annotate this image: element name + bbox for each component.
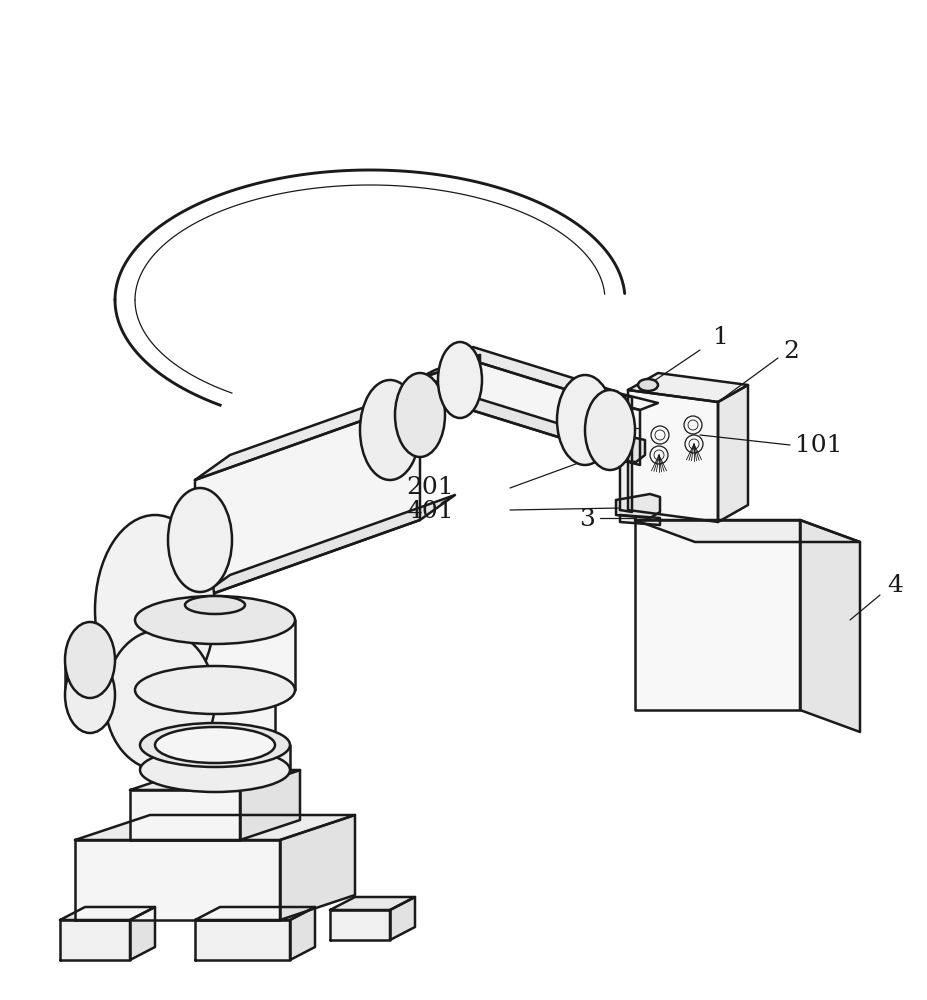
Polygon shape xyxy=(454,355,600,450)
Ellipse shape xyxy=(65,622,115,698)
Text: 401: 401 xyxy=(406,500,453,524)
Polygon shape xyxy=(799,520,859,732)
Ellipse shape xyxy=(556,375,613,465)
Polygon shape xyxy=(289,907,314,960)
Ellipse shape xyxy=(95,515,215,705)
Polygon shape xyxy=(460,355,479,400)
Polygon shape xyxy=(454,347,617,400)
Text: 2: 2 xyxy=(782,340,798,363)
Ellipse shape xyxy=(168,488,232,592)
Polygon shape xyxy=(195,495,454,600)
Polygon shape xyxy=(155,690,274,745)
Polygon shape xyxy=(614,438,644,462)
Polygon shape xyxy=(65,660,115,695)
Polygon shape xyxy=(389,897,414,940)
Polygon shape xyxy=(280,815,355,920)
Polygon shape xyxy=(130,907,155,960)
Polygon shape xyxy=(134,620,295,690)
Polygon shape xyxy=(634,520,799,710)
Polygon shape xyxy=(240,770,299,840)
Polygon shape xyxy=(717,385,747,522)
Ellipse shape xyxy=(584,390,634,470)
Ellipse shape xyxy=(140,723,289,767)
Polygon shape xyxy=(195,400,420,600)
Ellipse shape xyxy=(638,379,657,391)
Polygon shape xyxy=(195,375,454,480)
Ellipse shape xyxy=(155,727,274,763)
Text: 101: 101 xyxy=(794,434,842,456)
Polygon shape xyxy=(75,815,355,840)
Ellipse shape xyxy=(134,666,295,714)
Polygon shape xyxy=(454,397,617,450)
Polygon shape xyxy=(619,395,631,512)
Polygon shape xyxy=(330,910,389,940)
Polygon shape xyxy=(60,907,155,920)
Polygon shape xyxy=(130,790,240,840)
Text: 4: 4 xyxy=(886,574,902,596)
Ellipse shape xyxy=(65,657,115,733)
Polygon shape xyxy=(634,520,859,542)
Polygon shape xyxy=(616,494,659,518)
Polygon shape xyxy=(195,920,289,960)
Ellipse shape xyxy=(395,373,445,457)
Ellipse shape xyxy=(155,672,274,708)
Text: 201: 201 xyxy=(406,477,453,499)
Polygon shape xyxy=(60,920,130,960)
Polygon shape xyxy=(330,897,414,910)
Ellipse shape xyxy=(438,342,481,418)
Polygon shape xyxy=(619,515,659,525)
Ellipse shape xyxy=(184,596,245,614)
Ellipse shape xyxy=(134,596,295,644)
Text: 1: 1 xyxy=(712,326,728,350)
Polygon shape xyxy=(600,393,657,410)
Polygon shape xyxy=(628,373,747,402)
Polygon shape xyxy=(600,400,640,465)
Ellipse shape xyxy=(360,380,420,480)
Text: 3: 3 xyxy=(578,508,594,532)
Polygon shape xyxy=(130,770,299,790)
Ellipse shape xyxy=(105,630,215,770)
Polygon shape xyxy=(628,390,717,522)
Ellipse shape xyxy=(140,748,289,792)
Polygon shape xyxy=(195,907,314,920)
Polygon shape xyxy=(75,840,280,920)
Polygon shape xyxy=(414,355,479,380)
Polygon shape xyxy=(140,745,289,770)
Polygon shape xyxy=(414,365,460,415)
